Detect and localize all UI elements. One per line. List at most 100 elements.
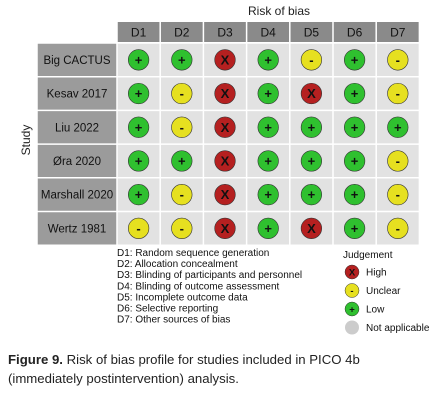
judgement-symbol: - [396, 221, 400, 236]
judgement-dot-high [300, 82, 323, 105]
judgement-symbol: X [221, 187, 230, 202]
judgement-dot-low [344, 150, 366, 172]
judgement-dot-unclear [171, 82, 193, 105]
judgement-dot-low [257, 150, 279, 172]
domain-description: D5: Incomplete outcome data [117, 292, 248, 303]
judgement-symbol: + [264, 187, 272, 202]
judgement-dot-unclear [387, 184, 409, 206]
legend-swatch-low [344, 301, 360, 317]
judgement-dot-low [128, 82, 150, 105]
judgement-dot-high [300, 217, 323, 239]
judgement-dot-low [344, 82, 366, 105]
judgement-dot-high [214, 184, 236, 206]
legend-symbol: - [350, 286, 353, 297]
judgement-symbol: X [307, 86, 316, 101]
judgement-symbol: X [221, 120, 230, 135]
judgement-symbol: + [178, 52, 186, 67]
legend-swatch-na [345, 320, 359, 335]
domain-header-d6: D6 [347, 26, 363, 40]
judgement-dot-unclear [387, 82, 409, 105]
study-label-cell [37, 177, 117, 212]
domain-description: D1: Random sequence generation [117, 248, 269, 259]
domain-header-d2: D2 [174, 26, 190, 40]
legend-label: Unclear [366, 286, 401, 297]
legend-title: Judgement [343, 250, 393, 261]
legend-label: Not applicable [366, 323, 430, 334]
study-label-cell [37, 43, 117, 77]
judgement-symbol: X [307, 221, 316, 236]
judgement-dot-unclear [300, 49, 323, 71]
judgement-symbol: - [396, 153, 400, 168]
judgement-symbol: + [135, 86, 143, 101]
judgement-dot-high [214, 116, 236, 138]
judgement-dot-unclear [171, 217, 193, 239]
study-label: Big CACTUS [43, 55, 110, 67]
domain-description: D3: Blinding of participants and personn… [117, 270, 302, 281]
judgement-symbol: X [221, 52, 230, 67]
judgement-dot-high [214, 217, 236, 239]
judgement-dot-low [171, 49, 193, 71]
judgement-symbol: + [264, 221, 272, 236]
study-label: Øra 2020 [53, 156, 101, 168]
study-label-cell [37, 144, 117, 178]
figure-caption: Figure 9. Risk of bias profile for studi… [8, 350, 438, 388]
legend-symbol: + [349, 305, 355, 316]
domain-header-d4: D4 [261, 26, 277, 40]
judgement-symbol: X [221, 221, 230, 236]
judgement-dot-low [128, 49, 150, 71]
risk-of-bias-chart: Risk of bias Study D1 D2 D3 D4 D5 D6 D7 Big CAC… [19, 4, 430, 335]
judgement-symbol: - [396, 187, 400, 202]
judgement-dot-low [344, 116, 366, 138]
judgement-dot-low [257, 82, 279, 105]
judgement-dot-low [300, 184, 323, 206]
domain-header-d7: D7 [390, 26, 406, 40]
judgement-dot-low [257, 116, 279, 138]
judgement-symbol: + [351, 86, 359, 101]
domain-header-d3: D3 [217, 26, 233, 40]
legend-symbol: X [349, 268, 356, 279]
judgement-symbol: + [135, 187, 143, 202]
judgement-dot-unclear [387, 49, 409, 71]
judgement-symbol: + [135, 52, 143, 67]
judgement-dot-low [300, 116, 323, 138]
judgement-symbol: - [396, 52, 400, 67]
judgement-symbol: + [394, 120, 402, 135]
study-label-cell [37, 211, 117, 246]
judgement-dot-unclear [171, 184, 193, 206]
judgement-symbol: + [135, 153, 143, 168]
legend-label: Low [366, 305, 385, 316]
judgement-symbol: + [351, 187, 359, 202]
domain-description: D7: Other sources of bias [117, 315, 230, 326]
judgement-symbol: + [264, 86, 272, 101]
domain-description: D4: Blinding of outcome assessment [117, 281, 280, 292]
judgement-symbol: + [178, 153, 186, 168]
study-label: Wertz 1981 [48, 223, 107, 235]
header-background [117, 22, 420, 42]
judgement-symbol: - [309, 52, 313, 67]
judgement-symbol: + [308, 187, 316, 202]
study-label-cell [37, 110, 117, 145]
caption-text: Risk of bias profile for studies include… [8, 352, 360, 386]
judgement-symbol: X [221, 86, 230, 101]
judgement-symbol: + [135, 120, 143, 135]
judgement-dot-unclear [387, 217, 409, 239]
judgement-dot-unclear [128, 217, 150, 239]
judgement-dot-unclear [171, 116, 193, 138]
study-label: Kesav 2017 [47, 89, 108, 101]
judgement-dot-low [300, 150, 323, 172]
judgement-dot-low [344, 184, 366, 206]
judgement-dot-low [128, 116, 150, 138]
judgement-symbol: + [264, 153, 272, 168]
judgement-dot-low [171, 150, 193, 172]
judgement-dot-high [214, 150, 236, 172]
judgement-symbol: + [351, 52, 359, 67]
judgement-symbol: - [136, 221, 140, 236]
study-label-cell [37, 76, 117, 111]
judgement-symbol: + [351, 120, 359, 135]
judgement-dot-low [257, 184, 279, 206]
judgement-symbol: - [396, 86, 400, 101]
judgement-dot-low [257, 217, 279, 239]
legend-swatch-high [344, 264, 360, 280]
domain-header-d5: D5 [304, 26, 320, 40]
y-axis-label: Study [19, 125, 33, 156]
